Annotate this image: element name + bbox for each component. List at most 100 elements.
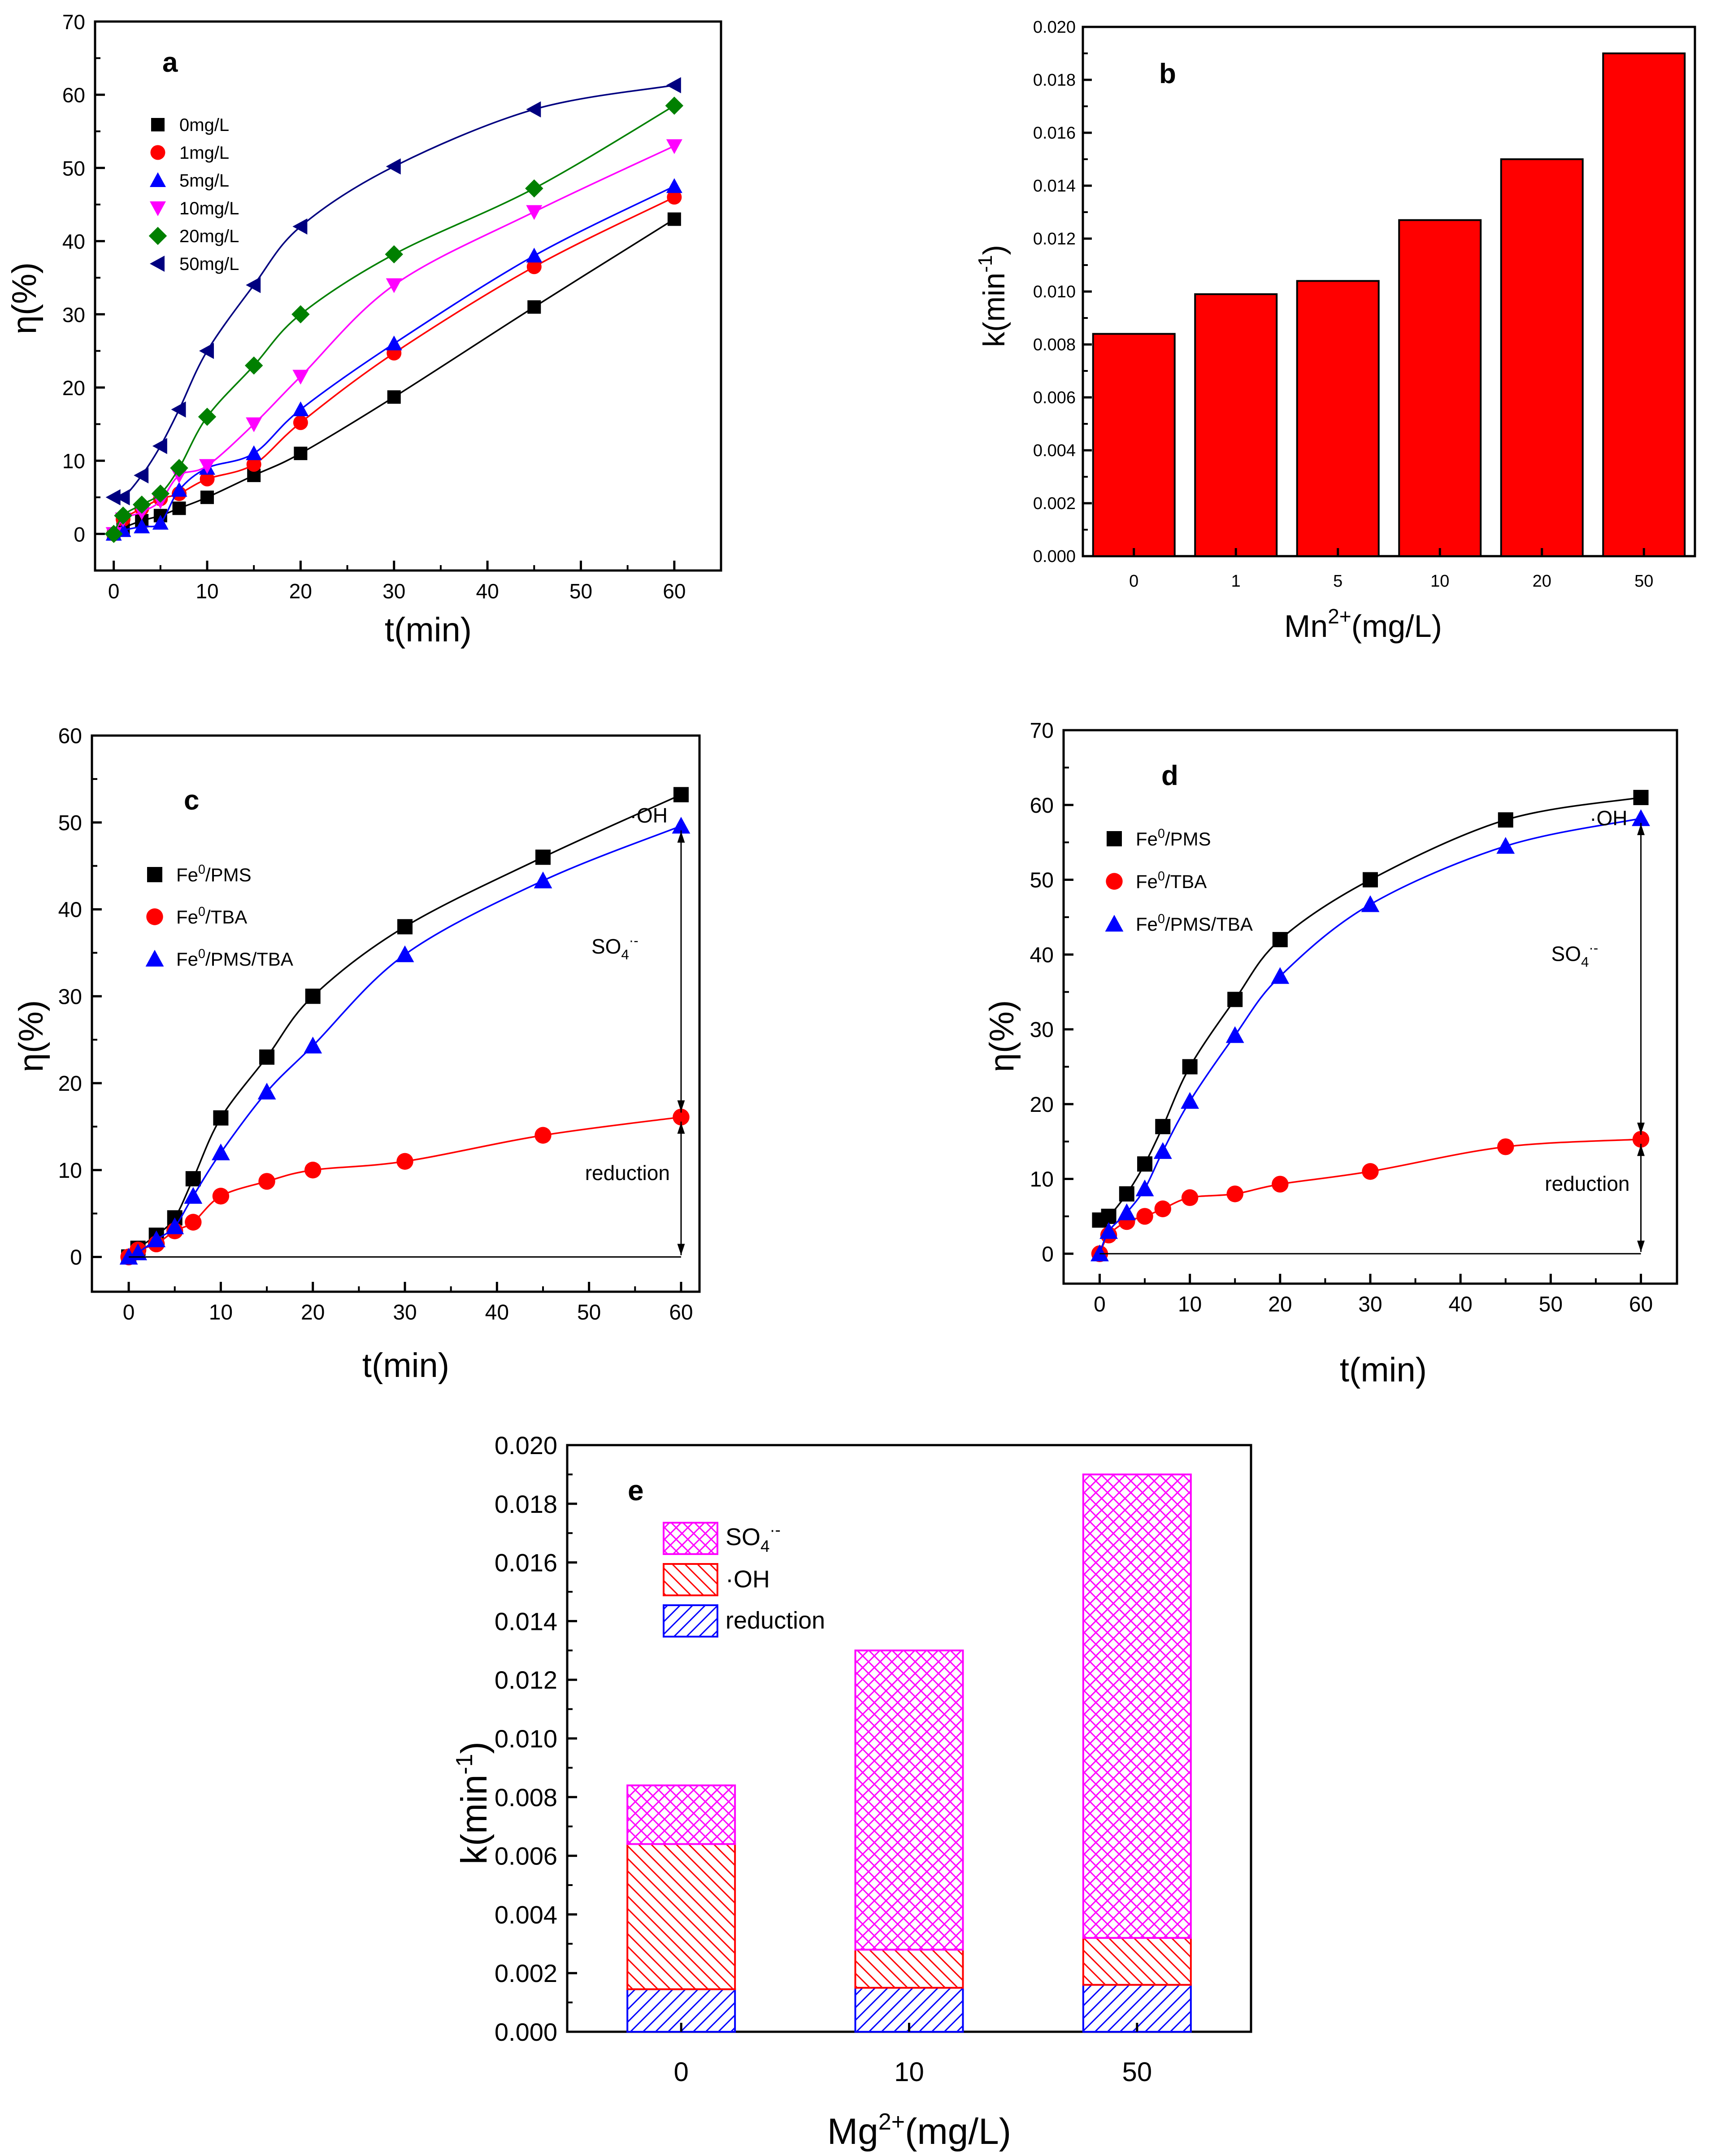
panel-a-ylabel: η(%) <box>5 262 43 334</box>
series-line <box>113 185 675 535</box>
data-point <box>1153 1142 1172 1159</box>
panel-c-ytick-label: 30 <box>58 985 82 1009</box>
bar <box>1602 52 1686 557</box>
data-point <box>199 459 216 474</box>
data-point <box>1101 1208 1116 1224</box>
data-point <box>1119 1186 1134 1202</box>
legend-label: Fe0/PMS/TBA <box>1136 912 1253 935</box>
panel-b-xtick-label: 0 <box>1129 572 1138 591</box>
annotation-reduction: reduction <box>585 1161 670 1185</box>
panel-a-xtick-label: 10 <box>195 579 218 603</box>
data-point <box>1225 1026 1244 1043</box>
panel-a-letter: a <box>162 47 178 78</box>
panel-c-xtick-label: 20 <box>301 1301 325 1324</box>
legend-marker <box>151 118 165 131</box>
data-point <box>527 300 541 314</box>
panel-c-ytick-label: 50 <box>58 811 82 835</box>
panel-b-ytick-label: 0.018 <box>1033 71 1076 90</box>
arrow-head <box>677 831 685 843</box>
data-point <box>534 1127 552 1144</box>
panel-b-ytick-label: 0.014 <box>1033 177 1076 196</box>
data-point <box>129 1243 148 1260</box>
data-point <box>198 408 217 426</box>
panel-a-ytick-label: 50 <box>62 157 85 180</box>
data-point <box>397 919 413 935</box>
data-point <box>172 501 186 515</box>
panel-e-letter: e <box>628 1474 644 1507</box>
legend-marker <box>150 256 165 272</box>
legend-marker <box>146 908 163 925</box>
panel-c: c 0 10 20 30 40 50 60 0 10 20 30 40 50 60 Fe0/PMS Fe0/T… <box>12 724 701 1385</box>
data-point <box>293 415 308 430</box>
data-point <box>147 1230 166 1247</box>
panel-c-xlabel: t(min) <box>362 1346 449 1385</box>
panel-d-ylabel: η(%) <box>983 1000 1021 1072</box>
data-point <box>115 489 130 505</box>
data-point <box>1363 872 1378 888</box>
panel-b-ytick-label: 0.012 <box>1033 230 1076 248</box>
data-point <box>526 205 543 220</box>
data-point <box>1498 812 1513 828</box>
legend-marker <box>150 145 165 160</box>
panel-b-ytick-label: 0.006 <box>1033 388 1076 407</box>
arrow-head <box>1637 1145 1645 1156</box>
panel-c-xtick-label: 60 <box>669 1301 693 1324</box>
data-point <box>105 489 121 505</box>
data-point <box>119 1248 138 1265</box>
data-point <box>1155 1119 1171 1134</box>
legend-label: 0mg/L <box>179 115 229 135</box>
data-point <box>386 278 402 293</box>
legend-swatch <box>663 1563 718 1596</box>
panel-a-xtick-label: 20 <box>289 579 312 603</box>
data-point <box>1632 1131 1650 1148</box>
bar <box>1500 158 1584 557</box>
panel-b-ytick-label: 0.008 <box>1033 335 1076 354</box>
legend-marker <box>145 950 164 967</box>
panel-d-letter: d <box>1161 760 1178 791</box>
panel-e-xtick-label: 50 <box>1122 2057 1152 2087</box>
data-point <box>294 446 308 460</box>
data-point <box>386 335 402 351</box>
series-line <box>113 105 675 535</box>
data-point <box>1633 790 1649 806</box>
panel-e: e 0.000 0.002 0.004 0.006 0.008 0.010 0.012 0.0… <box>452 1431 1252 2152</box>
data-point <box>526 248 543 263</box>
panel-e-xlabel: Mg2+(mg/L) <box>827 2109 1011 2152</box>
panel-b-ylabel: k(min-1) <box>974 245 1011 347</box>
data-point <box>246 277 261 293</box>
panel-b-letter: b <box>1159 58 1176 89</box>
panel-b-xtick-label: 1 <box>1231 572 1241 591</box>
annotation-so4: SO4·- <box>1551 940 1599 970</box>
bar-segment <box>854 1649 964 1951</box>
data-point <box>1226 1185 1243 1202</box>
data-point <box>667 190 682 205</box>
annotation-oh: ·OH <box>630 804 668 827</box>
panel-d-xtick-label: 10 <box>1178 1293 1202 1316</box>
data-point <box>386 158 401 175</box>
annotation-oh: ·OH <box>1590 806 1627 830</box>
legend-swatch <box>663 1604 718 1638</box>
data-point <box>246 457 261 472</box>
panel-b-xtick-label: 50 <box>1634 572 1653 591</box>
panel-d-xtick-label: 0 <box>1094 1293 1106 1316</box>
panel-a-ytick-label: 60 <box>62 83 85 107</box>
data-point <box>1181 1189 1199 1206</box>
series-line <box>1099 1138 1641 1254</box>
data-point <box>184 1187 203 1204</box>
arrow-head <box>677 1100 685 1112</box>
panel-a-xtick-label: 50 <box>569 579 592 603</box>
panel-c-ytick-label: 20 <box>58 1072 82 1096</box>
panel-e-ytick-label: 0.016 <box>495 1549 557 1577</box>
data-point <box>200 471 215 487</box>
panel-a-ytick-label: 40 <box>62 230 85 253</box>
panel-e-ytick-label: 0.018 <box>495 1490 557 1518</box>
panel-b-ytick-label: 0.010 <box>1033 283 1076 301</box>
data-point <box>104 525 123 543</box>
data-point <box>1271 967 1290 984</box>
data-point <box>385 245 403 264</box>
panel-b-ytick-label: 0.004 <box>1033 441 1076 460</box>
data-point <box>185 1171 201 1187</box>
panel-a-ytick-label: 30 <box>62 303 85 327</box>
panel-a-ytick-label: 20 <box>62 376 85 400</box>
